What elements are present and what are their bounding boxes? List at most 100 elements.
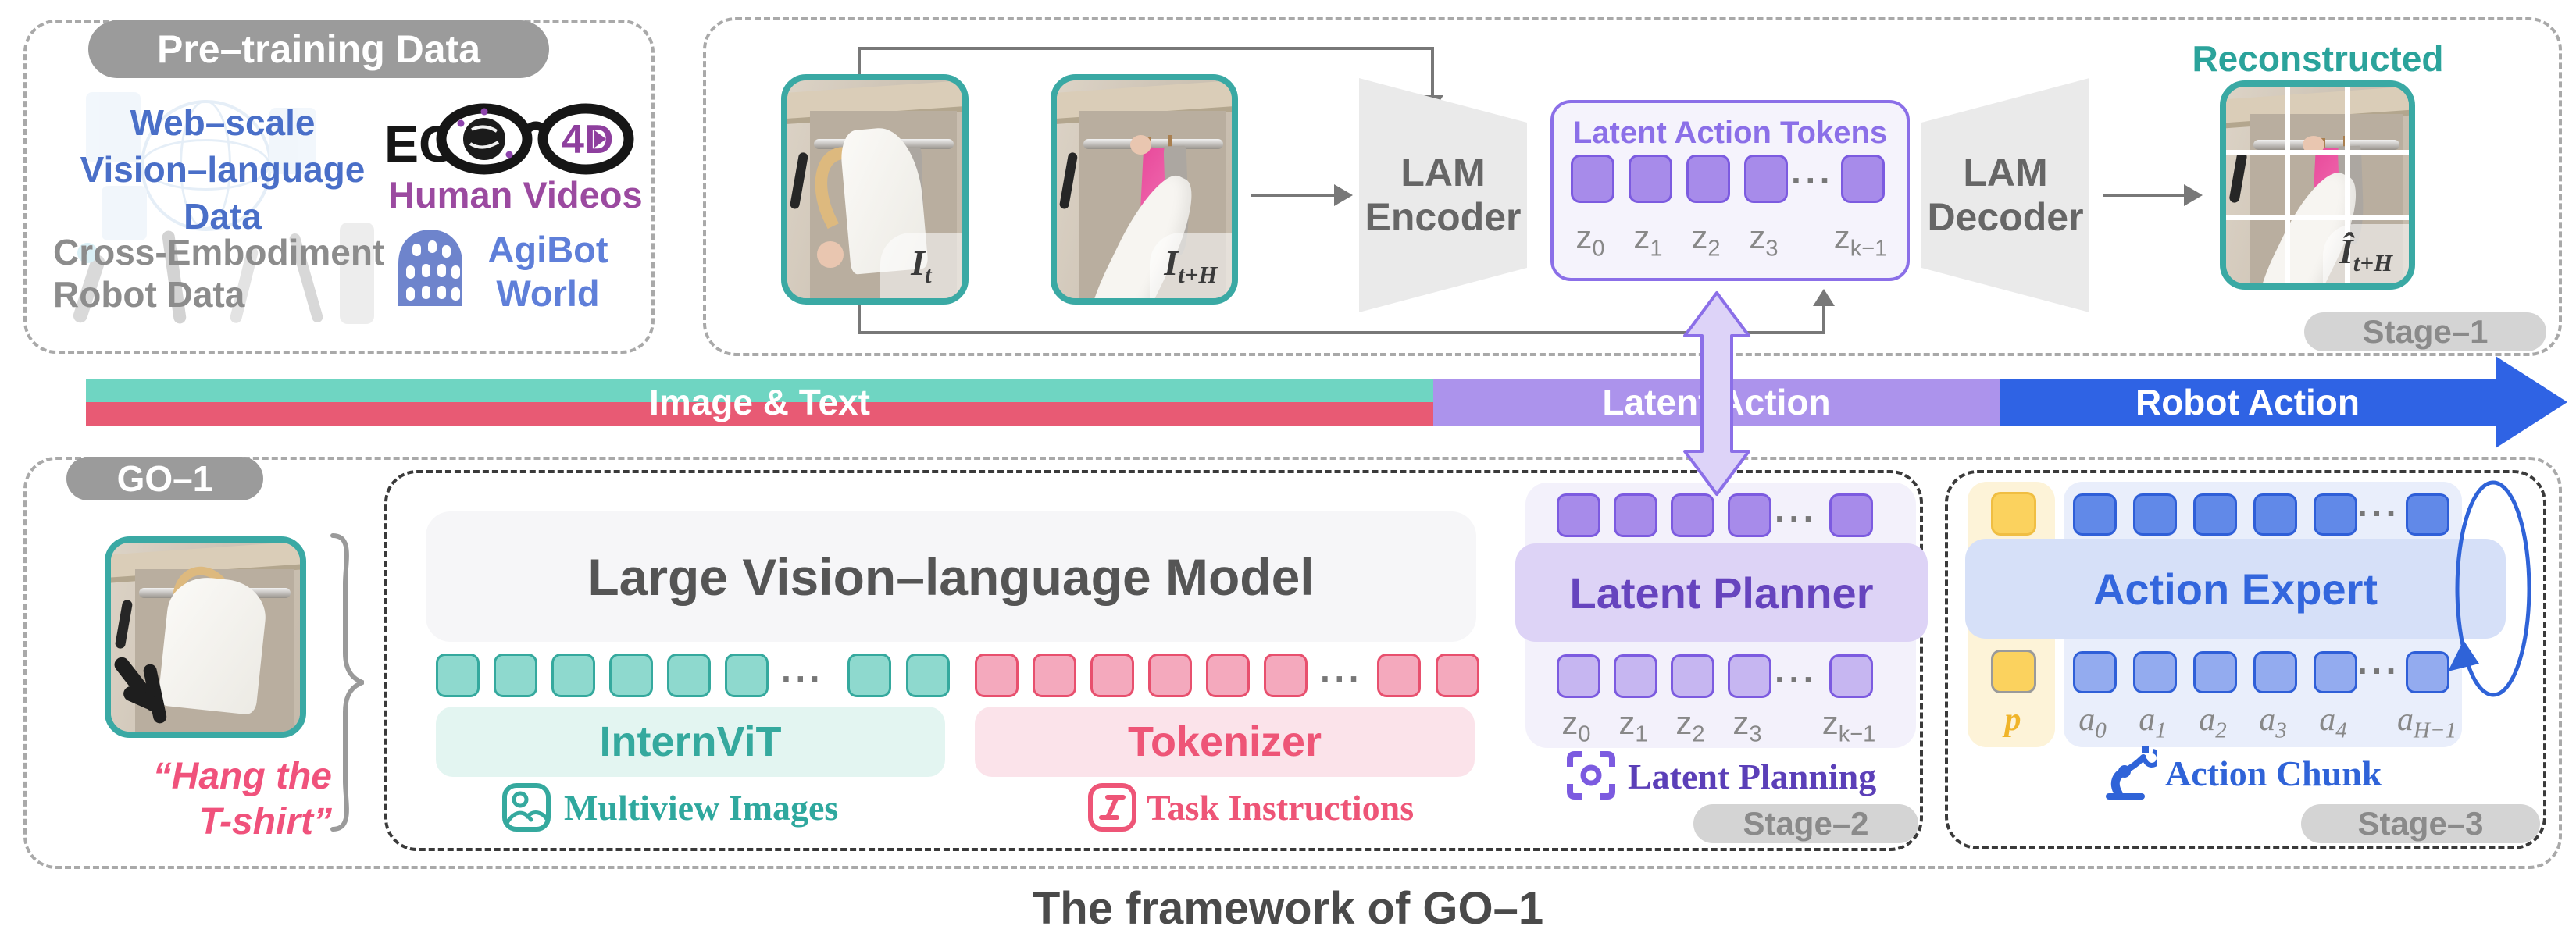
vlm-box: Large Vision–language Model <box>426 511 1476 642</box>
ellipsis: ··· <box>1775 659 1818 700</box>
go1-title-pill: GO–1 <box>66 457 263 500</box>
task-instructions-label: Task Instructions <box>1147 788 1415 828</box>
photo-label-chip: It+H <box>1149 233 1232 298</box>
token <box>975 654 1019 697</box>
line-ith-encoder <box>1251 194 1336 197</box>
token <box>2314 651 2357 693</box>
token <box>725 654 769 697</box>
action-chunk-label: Action Chunk <box>2165 753 2382 793</box>
token <box>1090 654 1134 697</box>
stage2-badge: Stage–2 <box>1693 804 1918 843</box>
token <box>1686 155 1730 203</box>
latent-planning-label: Latent Planning <box>1628 757 1877 796</box>
ellipsis: ··· <box>1775 498 1818 539</box>
token <box>1148 654 1192 697</box>
web-scale-label: Web–scale Vision–language Data <box>80 102 366 237</box>
token <box>1829 654 1873 698</box>
token <box>1991 650 2036 693</box>
token <box>1841 155 1885 203</box>
token <box>1728 654 1771 698</box>
token <box>1557 493 1600 537</box>
multiview-images-label: Multiview Images <box>564 788 839 828</box>
stage3-panel <box>1945 470 2546 849</box>
token <box>2406 651 2449 693</box>
line-into-encoder <box>1431 47 1434 97</box>
photo-label-chip: It <box>879 233 962 298</box>
line-into-decoder <box>1822 306 1825 333</box>
wardrobe-photo-go1 <box>105 536 306 738</box>
human-videos-label: Human Videos <box>388 174 643 215</box>
figure-caption: The framework of GO–1 <box>1032 883 1544 934</box>
line-it-bottom <box>858 303 861 334</box>
latent-action-tokens-title: Latent Action Tokens <box>1572 116 1888 150</box>
stage1-panel <box>703 17 2562 356</box>
token <box>906 654 950 697</box>
web-data-art <box>86 92 320 240</box>
task-instructions-icon <box>1088 783 1136 832</box>
line-it-top <box>858 47 861 77</box>
token <box>2133 493 2177 536</box>
token <box>1728 493 1771 537</box>
line-top <box>858 47 1434 50</box>
token <box>1614 654 1657 698</box>
robot-data-art <box>71 223 379 332</box>
token <box>609 654 653 697</box>
reconstructed-title: Reconstructed <box>2192 38 2444 79</box>
token <box>1614 493 1657 537</box>
token <box>1744 155 1788 203</box>
token <box>1206 654 1250 697</box>
go1-model-box <box>384 470 1923 851</box>
action-chunk-robot-icon <box>2106 746 2157 800</box>
pretraining-title-pill: Pre–training Data <box>88 20 549 78</box>
go1-panel <box>23 457 2562 869</box>
token <box>1991 492 2036 536</box>
lam-decoder: LAM Decoder <box>1921 78 2089 312</box>
token <box>1033 654 1076 697</box>
arrowhead-right2-icon <box>2184 184 2203 206</box>
token <box>1671 493 1714 537</box>
token <box>551 654 595 697</box>
ellipsis: ··· <box>781 658 824 699</box>
token <box>1436 654 1479 697</box>
token <box>2314 493 2357 536</box>
agibot-colosseum-icon <box>398 230 462 306</box>
token <box>436 654 480 697</box>
ellipsis: ··· <box>1320 658 1363 699</box>
arrowhead-right-icon <box>1334 184 1353 206</box>
band-image-text: Image & Text <box>86 379 1433 426</box>
action-expert-box: Action Expert <box>1965 539 2506 639</box>
token <box>1829 493 1873 537</box>
ellipsis: ··· <box>2357 493 2400 533</box>
token <box>1571 155 1614 203</box>
ego4d-glasses-icon: 4D <box>436 103 634 175</box>
tokenizer-box: Tokenizer <box>975 707 1475 777</box>
token <box>1264 654 1308 697</box>
action-loop-arrow-icon <box>2448 480 2531 697</box>
token <box>1557 654 1600 698</box>
brace-icon <box>330 533 364 832</box>
arrowhead-up-icon <box>1813 289 1835 306</box>
token <box>2073 493 2117 536</box>
token <box>1629 155 1672 203</box>
task-quote: “Hang the T-shirt” <box>152 756 332 842</box>
band-arrowhead-icon <box>2496 356 2567 448</box>
latent-planner-box: Latent Planner <box>1515 543 1928 642</box>
token <box>1671 654 1714 698</box>
latent-action-tokens-box: Latent Action Tokens ··· z0 z1 z2 z3 zk−… <box>1550 100 1910 281</box>
wardrobe-photo-reconstructed: Ît+H <box>2220 80 2415 290</box>
svg-text:4D: 4D <box>562 117 613 162</box>
band-robot-action: Robot Action <box>2000 379 2496 426</box>
token <box>2406 493 2449 536</box>
wardrobe-scene <box>1057 80 1232 298</box>
latent-planning-icon <box>1567 751 1615 800</box>
ellipsis: ··· <box>2357 650 2400 691</box>
token <box>1377 654 1421 697</box>
cross-embodiment-label: Cross-Embodiment Robot Data <box>53 232 385 315</box>
token <box>667 654 711 697</box>
line-bottom <box>858 331 1825 334</box>
token <box>2133 651 2177 693</box>
stage1-badge: Stage–1 <box>2304 312 2546 351</box>
line-decoder-out <box>2103 194 2185 197</box>
token <box>494 654 537 697</box>
